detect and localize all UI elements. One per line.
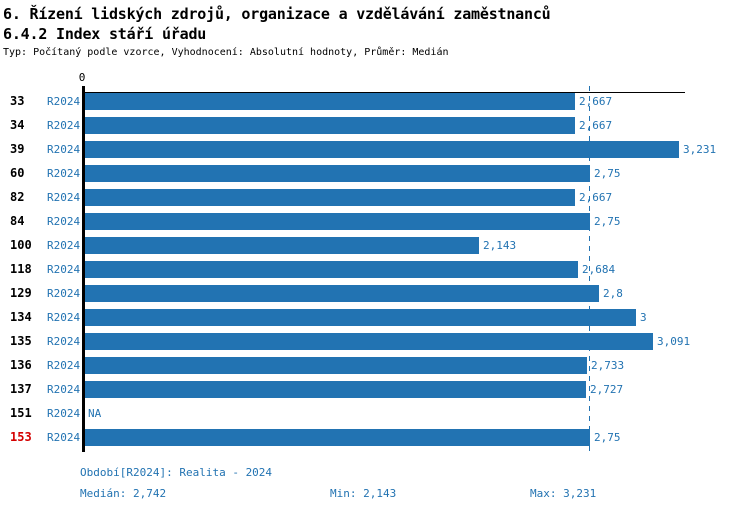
chart-row: 135 R2024 3,091 [0,333,750,350]
bar [85,261,578,278]
row-period-label: R2024 [47,191,81,204]
row-id-label: 134 [10,310,32,324]
bar [85,165,590,182]
row-period-label: R2024 [47,311,81,324]
row-period-label: R2024 [47,335,81,348]
report-title: 6. Řízení lidských zdrojů, organizace a … [3,5,551,23]
row-id-label: 100 [10,238,32,252]
row-id-label: 60 [10,166,25,180]
bar-value-label: 2,684 [582,263,616,276]
bar-value-label: 2,143 [483,239,517,252]
y-axis-line [82,86,85,452]
median-dashed-line [589,86,590,456]
indicator-title: 6.4.2 Index stáří úřadu [3,25,207,43]
row-period-label: R2024 [47,119,81,132]
bar-value-label: 2,75 [594,215,621,228]
bar [85,333,653,350]
bar [85,93,575,110]
chart-row: 137 R2024 2,727 [0,381,750,398]
row-id-label: 151 [10,406,32,420]
row-period-label: R2024 [47,167,81,180]
indicator-meta: Typ: Počítaný podle vzorce, Vyhodnocení:… [3,47,449,58]
bar [85,309,636,326]
row-period-label: R2024 [47,239,81,252]
bar [85,189,575,206]
row-id-label: 118 [10,262,32,276]
bar-value-label: 2,727 [590,383,624,396]
row-period-label: R2024 [47,95,81,108]
chart-row: 39 R2024 3,231 [0,141,750,158]
bar-value-label: 2,75 [594,431,621,444]
bar-value-label: NA [88,407,102,420]
row-period-label: R2024 [47,287,81,300]
row-id-label: 153 [10,430,32,444]
row-period-label: R2024 [47,431,81,444]
chart-row: 100 R2024 2,143 [0,237,750,254]
footer-max: Max: 3,231 [530,487,597,500]
chart-row: 136 R2024 2,733 [0,357,750,374]
bar [85,429,590,446]
footer-median: Medián: 2,742 [80,487,167,500]
row-id-label: 136 [10,358,32,372]
row-period-label: R2024 [47,407,81,420]
chart-row: 82 R2024 2,667 [0,189,750,206]
bar-value-label: 2,667 [579,95,613,108]
bar-value-label: 3,231 [683,143,717,156]
row-id-label: 34 [10,118,25,132]
bar-value-label: 3 [640,311,647,324]
row-id-label: 84 [10,214,25,228]
bar [85,117,575,134]
bar [85,285,599,302]
bar-value-label: 2,733 [591,359,625,372]
chart-row: 34 R2024 2,667 [0,117,750,134]
bar-value-label: 2,667 [579,119,613,132]
chart-row: 153 R2024 2,75 [0,429,750,446]
x-axis-zero-tick-label: 0 [78,71,86,84]
footer-min: Min: 2,143 [330,487,397,500]
chart-row: 84 R2024 2,75 [0,213,750,230]
bar [85,213,590,230]
chart-row: 33 R2024 2,667 [0,93,750,110]
bar-value-label: 2,667 [579,191,613,204]
row-id-label: 39 [10,142,25,156]
row-period-label: R2024 [47,383,81,396]
row-id-label: 129 [10,286,32,300]
row-id-label: 33 [10,94,25,108]
bar [85,357,587,374]
row-id-label: 135 [10,334,32,348]
chart-row: 129 R2024 2,8 [0,285,750,302]
bar [85,141,679,158]
row-period-label: R2024 [47,215,81,228]
x-axis-line [82,92,685,93]
bar-value-label: 3,091 [657,335,691,348]
row-period-label: R2024 [47,359,81,372]
chart-row: 60 R2024 2,75 [0,165,750,182]
row-period-label: R2024 [47,263,81,276]
row-period-label: R2024 [47,143,81,156]
chart-row: 151 R2024 NA [0,405,750,422]
bar [85,237,479,254]
bar [85,381,586,398]
row-id-label: 82 [10,190,25,204]
bar-value-label: 2,8 [603,287,623,300]
footer-period-line: Období[R2024]: Realita - 2024 [80,466,273,479]
chart-row: 118 R2024 2,684 [0,261,750,278]
chart-row: 134 R2024 3 [0,309,750,326]
row-id-label: 137 [10,382,32,396]
bar-value-label: 2,75 [594,167,621,180]
